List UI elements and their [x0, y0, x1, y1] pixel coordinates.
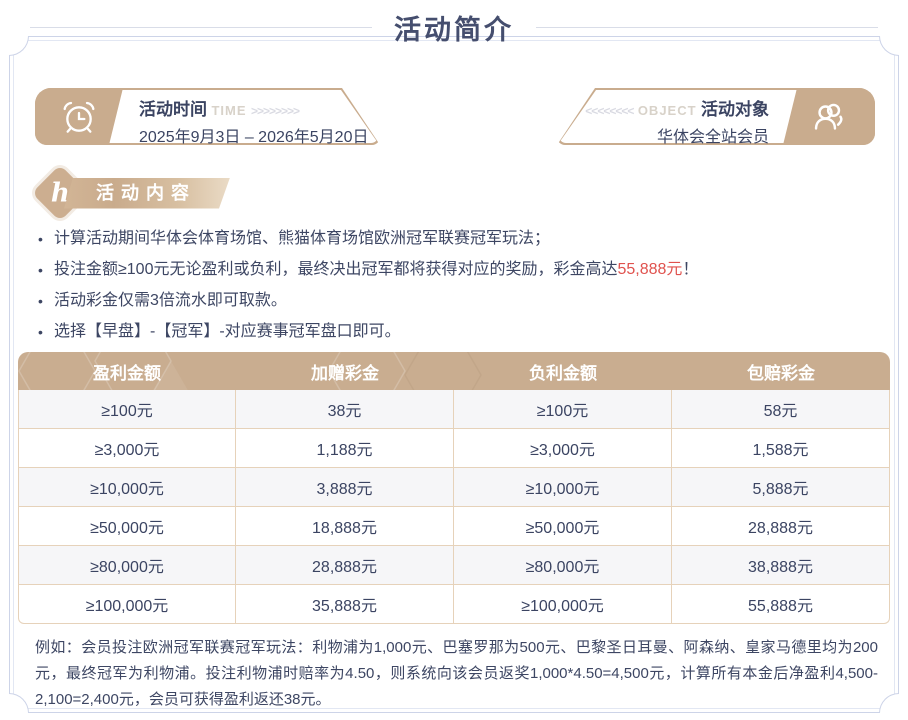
table-cell: ≥10,000元 — [454, 468, 672, 507]
table-cell: 38,888元 — [672, 546, 890, 585]
table-row: ≥80,000元 28,888元 ≥80,000元 38,888元 — [18, 546, 890, 585]
title-divider-right — [536, 26, 878, 28]
table-cell: 1,588元 — [672, 429, 890, 468]
table-cell: ≥10,000元 — [18, 468, 236, 507]
rule-text: 活动彩金仅需3倍流水即可取款。 — [54, 292, 287, 309]
activity-time-label: 活动时间 — [139, 100, 207, 119]
bullet-dot: • — [38, 293, 43, 309]
column-header: 盈利金额 — [18, 352, 236, 390]
column-header: 包赔彩金 — [672, 352, 890, 390]
table-cell: 1,188元 — [236, 429, 454, 468]
table-cell: ≥80,000元 — [454, 546, 672, 585]
table-cell: 5,888元 — [672, 468, 890, 507]
table-cell: ≥80,000元 — [18, 546, 236, 585]
activity-target-label: 活动对象 — [701, 100, 769, 119]
table-cell: 28,888元 — [672, 507, 890, 546]
rule-text: 投注金额≥100元无论盈利或负利，最终决出冠军都将获得对应的奖励，彩金高达55,… — [54, 261, 699, 278]
page-frame-outer — [9, 36, 899, 713]
table-row: ≥100,000元 35,888元 ≥100,000元 55,888元 — [18, 585, 890, 624]
section-title: 活动内容 — [64, 178, 230, 209]
page-frame-inner — [13, 40, 895, 709]
list-item: • 选择【早盘】-【冠军】-对应赛事冠军盘口即可。 — [38, 321, 878, 343]
table-cell: ≥100元 — [18, 390, 236, 429]
list-item: • 活动彩金仅需3倍流水即可取款。 — [38, 290, 878, 312]
example-paragraph: 例如：会员投注欧洲冠军联赛冠军玩法：利物浦为1,000元、巴塞罗那为500元、巴… — [35, 639, 878, 708]
table-row: ≥50,000元 18,888元 ≥50,000元 28,888元 — [18, 507, 890, 546]
bonus-table: 盈利金额 加赠彩金 负利金额 包赔彩金 ≥100元 38元 ≥100元 58元 … — [18, 352, 890, 624]
alarm-clock-icon — [35, 88, 123, 145]
table-header-row: 盈利金额 加赠彩金 负利金额 包赔彩金 — [18, 352, 890, 390]
activity-content-section-header: h 活动内容 — [31, 164, 908, 222]
column-header: 负利金额 — [454, 352, 672, 390]
activity-time-text: 活动时间 TIME >>>>>>>> 2025年9月3日 – 2026年5月20… — [139, 95, 368, 147]
object-tag: OBJECT — [637, 103, 697, 118]
table-row: ≥100元 38元 ≥100元 58元 — [18, 390, 890, 429]
bullet-dot: • — [38, 324, 43, 340]
highlight-amount: 55,888元 — [617, 261, 683, 278]
table-cell: 3,888元 — [236, 468, 454, 507]
bonus-table-wrap: 盈利金额 加赠彩金 负利金额 包赔彩金 ≥100元 38元 ≥100元 58元 … — [18, 352, 890, 624]
table-cell: ≥100,000元 — [454, 585, 672, 624]
page-title: 活动简介 — [394, 14, 514, 45]
arrows-left-decoration: <<<<<<<< — [585, 104, 634, 118]
activity-time-value: 2025年9月3日 – 2026年5月20日 — [139, 129, 369, 146]
table-row: ≥10,000元 3,888元 ≥10,000元 5,888元 — [18, 468, 890, 507]
activity-time-banner: 活动时间 TIME >>>>>>>> 2025年9月3日 – 2026年5月20… — [35, 88, 380, 147]
table-cell: 58元 — [672, 390, 890, 429]
activity-target-value: 华体会全站会员 — [656, 129, 769, 146]
table-cell: ≥50,000元 — [18, 507, 236, 546]
table-cell: 18,888元 — [236, 507, 454, 546]
table-cell: 28,888元 — [236, 546, 454, 585]
activity-target-text: <<<<<<<< OBJECT 活动对象 华体会全站会员 — [585, 95, 769, 147]
users-icon — [783, 88, 875, 145]
column-header: 加赠彩金 — [236, 352, 454, 390]
table-cell: ≥50,000元 — [454, 507, 672, 546]
bullet-dot: • — [38, 262, 43, 278]
table-cell: 38元 — [236, 390, 454, 429]
title-divider-left — [30, 26, 372, 28]
time-tag: TIME — [211, 103, 247, 118]
activity-rules-list: • 计算活动期间华体会体育场馆、熊猫体育场馆欧洲冠军联赛冠军玩法； • 投注金额… — [38, 228, 878, 343]
table-cell: ≥3,000元 — [454, 429, 672, 468]
arrows-right-decoration: >>>>>>>> — [250, 104, 300, 118]
table-cell: 55,888元 — [672, 585, 890, 624]
list-item: • 计算活动期间华体会体育场馆、熊猫体育场馆欧洲冠军联赛冠军玩法； — [38, 228, 878, 250]
activity-target-banner: <<<<<<<< OBJECT 活动对象 华体会全站会员 — [557, 88, 875, 147]
bullet-dot: • — [38, 231, 43, 247]
table-cell: ≥100,000元 — [18, 585, 236, 624]
banner-row: 活动时间 TIME >>>>>>>> 2025年9月3日 – 2026年5月20… — [35, 88, 875, 147]
page-title-row: 活动简介 — [0, 0, 908, 45]
table-cell: ≥3,000元 — [18, 429, 236, 468]
list-item: • 投注金额≥100元无论盈利或负利，最终决出冠军都将获得对应的奖励，彩金高达5… — [38, 259, 878, 281]
rule-text: 计算活动期间华体会体育场馆、熊猫体育场馆欧洲冠军联赛冠军玩法； — [54, 230, 551, 247]
rule-text: 选择【早盘】-【冠军】-对应赛事冠军盘口即可。 — [54, 323, 401, 340]
table-cell: 35,888元 — [236, 585, 454, 624]
table-row: ≥3,000元 1,188元 ≥3,000元 1,588元 — [18, 429, 890, 468]
table-cell: ≥100元 — [454, 390, 672, 429]
